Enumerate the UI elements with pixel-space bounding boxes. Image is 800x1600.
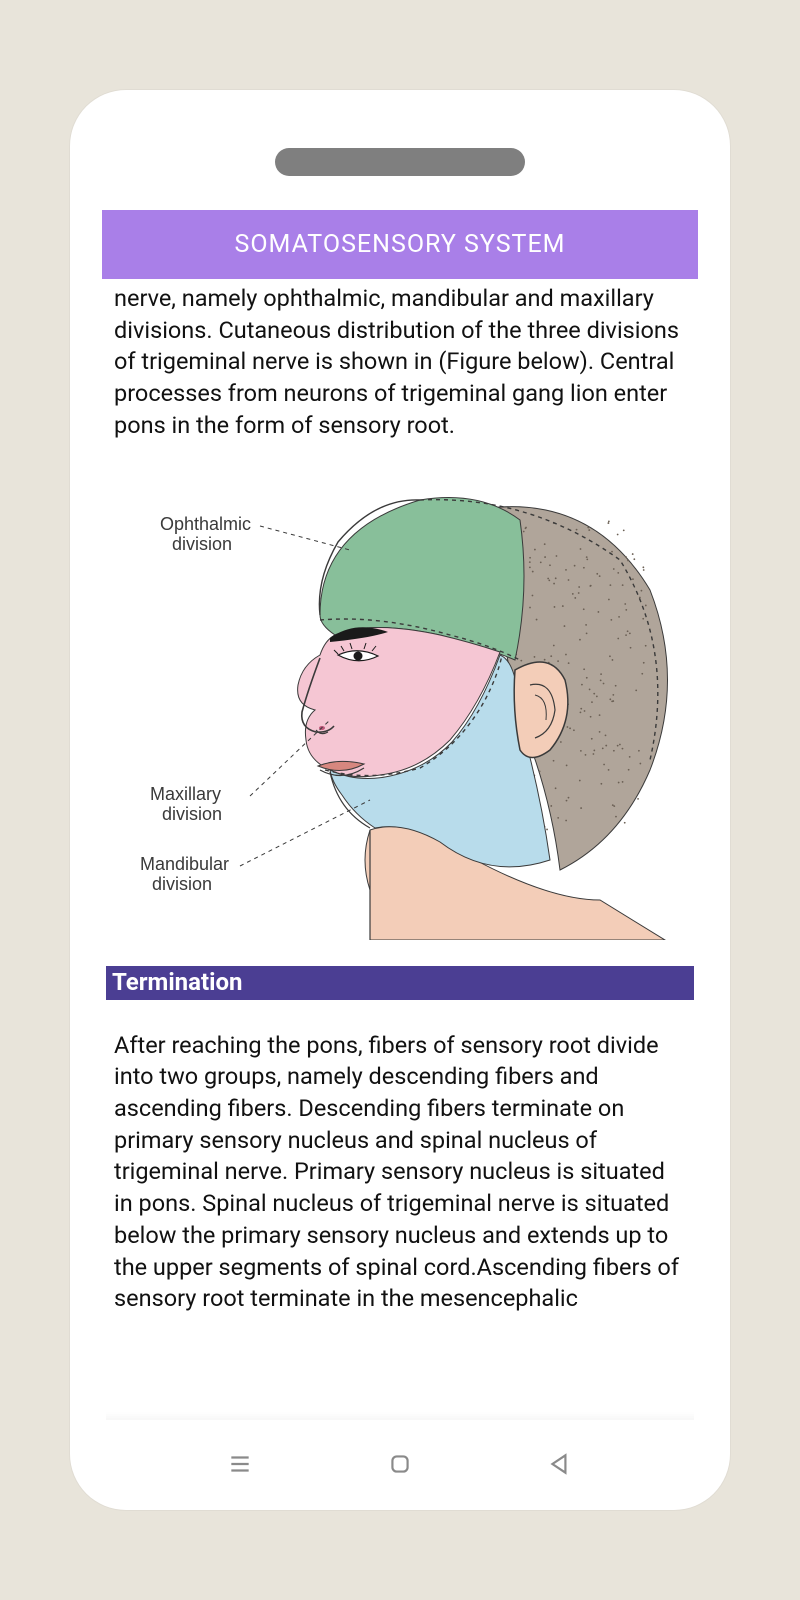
termination-paragraph: After reaching the pons, fibers of senso…	[102, 1000, 698, 1315]
back-icon[interactable]	[547, 1451, 573, 1477]
phone-speaker	[275, 148, 525, 176]
section-heading-termination: Termination	[106, 966, 694, 1000]
head-diagram-svg: OphthalmicdivisionMaxillarydivisionMandi…	[120, 470, 680, 940]
trigeminal-figure: OphthalmicdivisionMaxillarydivisionMandi…	[102, 442, 698, 958]
svg-text:division: division	[152, 874, 212, 894]
phone-frame: SOMATOSENSORY SYSTEM nerve, namely ophth…	[70, 90, 730, 1510]
intro-paragraph: nerve, namely ophthalmic, mandibular and…	[102, 279, 698, 442]
android-nav-bar	[70, 1444, 730, 1484]
home-icon[interactable]	[387, 1451, 413, 1477]
app-screen: SOMATOSENSORY SYSTEM nerve, namely ophth…	[102, 210, 698, 1420]
svg-text:Maxillary: Maxillary	[150, 784, 221, 804]
svg-text:division: division	[172, 534, 232, 554]
svg-text:division: division	[162, 804, 222, 824]
svg-text:Mandibular: Mandibular	[140, 854, 229, 874]
recents-icon[interactable]	[227, 1451, 253, 1477]
svg-text:Ophthalmic: Ophthalmic	[160, 514, 251, 534]
scroll-fade	[106, 1412, 694, 1420]
page-title: SOMATOSENSORY SYSTEM	[102, 210, 698, 279]
